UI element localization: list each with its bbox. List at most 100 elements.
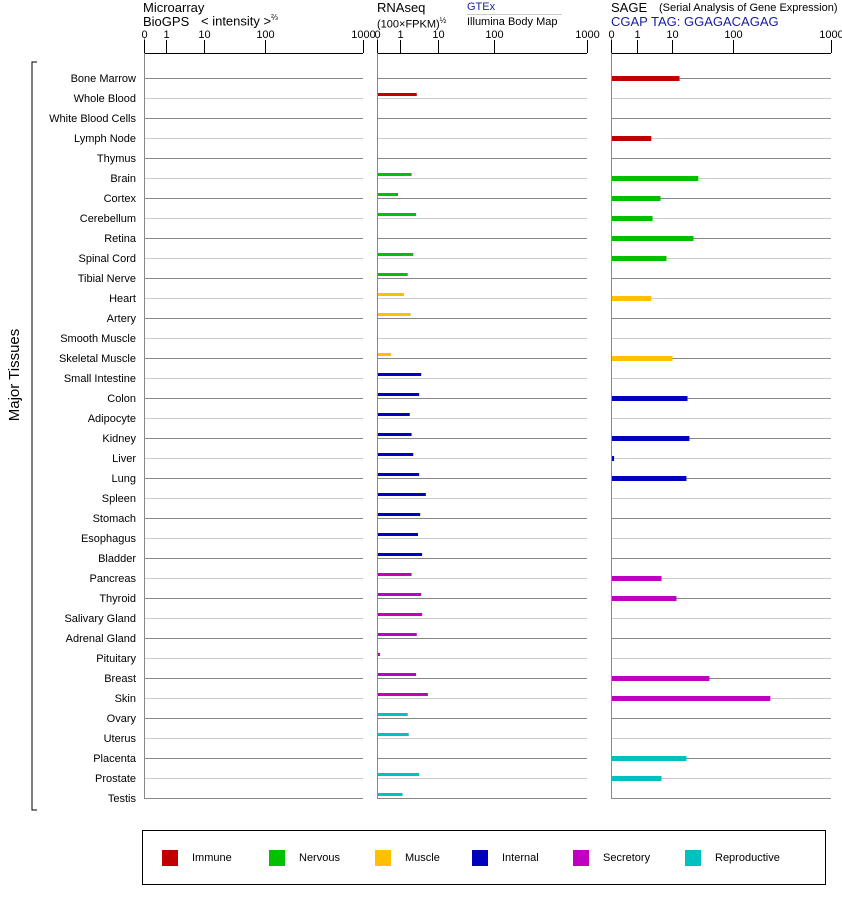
tissues-bracket bbox=[31, 61, 37, 811]
x-tick-label: 1 bbox=[163, 29, 169, 41]
tissue-label: Heart bbox=[109, 293, 136, 305]
x-tick-label: 1000 bbox=[351, 29, 375, 41]
tissue-label: Esophagus bbox=[81, 533, 137, 545]
tissue-label: Small Intestine bbox=[64, 373, 136, 385]
legend-label: Secretory bbox=[603, 852, 651, 864]
bar-sage bbox=[612, 216, 653, 221]
bar-rnaseq bbox=[378, 173, 412, 176]
tissue-label: Artery bbox=[107, 313, 137, 325]
microarray-unit: < intensity >⅔ bbox=[201, 13, 278, 28]
x-tick-label: 1 bbox=[397, 29, 403, 41]
bar-sage bbox=[612, 256, 667, 261]
legend-swatch bbox=[375, 850, 391, 866]
illumina-body-map-link[interactable]: Illumina Body Map bbox=[467, 16, 558, 28]
bar-rnaseq bbox=[378, 453, 414, 456]
legend-swatch bbox=[573, 850, 589, 866]
bar-rnaseq bbox=[378, 433, 412, 436]
tissue-label: Adipocyte bbox=[88, 413, 136, 425]
gtex-link[interactable]: GTEx bbox=[467, 1, 562, 15]
bar-rnaseq bbox=[378, 513, 421, 516]
unit-text: (100×FPKM) bbox=[377, 18, 440, 31]
bar-rnaseq bbox=[378, 293, 405, 296]
bar-rnaseq bbox=[378, 353, 392, 356]
x-tick-label: 100 bbox=[485, 29, 503, 41]
bar-rnaseq bbox=[378, 733, 409, 736]
tissue-label: Lymph Node bbox=[74, 133, 136, 145]
tissue-label: Retina bbox=[104, 233, 137, 245]
legend-item-secretory: Secretory bbox=[573, 850, 650, 866]
bar-rnaseq bbox=[378, 593, 422, 596]
bar-rnaseq bbox=[378, 93, 417, 96]
legend-item-immune: Immune bbox=[162, 850, 232, 866]
bar-rnaseq bbox=[378, 653, 381, 656]
bar-rnaseq bbox=[378, 573, 412, 576]
legend-item-muscle: Muscle bbox=[375, 850, 440, 866]
x-tick-label: 1000 bbox=[819, 29, 842, 41]
legend-label: Muscle bbox=[405, 852, 440, 864]
tissue-label: Thyroid bbox=[99, 593, 136, 605]
sage-subtitle: (Serial Analysis of Gene Expression) bbox=[659, 2, 838, 14]
bar-rnaseq bbox=[378, 313, 411, 316]
legend-item-reproductive: Reproductive bbox=[685, 850, 780, 866]
sage-tag[interactable]: CGAP TAG: GGAGACAGAG bbox=[611, 14, 779, 29]
x-tick-label: 10 bbox=[198, 29, 210, 41]
bar-sage bbox=[612, 476, 687, 481]
tissue-label: Bladder bbox=[98, 553, 136, 565]
rnaseq-title: RNAseq bbox=[377, 0, 426, 15]
tissue-label: White Blood Cells bbox=[49, 113, 136, 125]
bar-rnaseq bbox=[378, 193, 399, 196]
tissue-label: Stomach bbox=[93, 513, 136, 525]
tissue-label: Cortex bbox=[104, 193, 137, 205]
legend-swatch bbox=[269, 850, 285, 866]
bar-rnaseq bbox=[378, 613, 423, 616]
bar-rnaseq bbox=[378, 633, 417, 636]
bar-sage bbox=[612, 236, 694, 241]
bar-rnaseq bbox=[378, 273, 408, 276]
x-tick-label: 10 bbox=[666, 29, 678, 41]
bar-rnaseq bbox=[378, 213, 417, 216]
bar-sage bbox=[612, 396, 688, 401]
tissue-label: Skin bbox=[115, 693, 136, 705]
tissue-label: Testis bbox=[108, 793, 137, 805]
major-tissues-label: Major Tissues bbox=[6, 329, 23, 422]
tissue-label: Pituitary bbox=[96, 653, 136, 665]
rnaseq-unit: (100×FPKM)½ bbox=[377, 16, 446, 31]
x-tick-label: 100 bbox=[256, 29, 274, 41]
tissue-label: Breast bbox=[104, 673, 136, 685]
bar-rnaseq bbox=[378, 673, 417, 676]
bar-rnaseq bbox=[378, 553, 423, 556]
legend-label: Internal bbox=[502, 852, 539, 864]
x-tick-label: 0 bbox=[608, 29, 614, 41]
x-tick-label: 1 bbox=[634, 29, 640, 41]
legend-swatch bbox=[472, 850, 488, 866]
tissue-label: Ovary bbox=[107, 713, 137, 725]
bar-rnaseq bbox=[378, 253, 414, 256]
sage-title: SAGE bbox=[611, 0, 648, 15]
x-tick-label: 0 bbox=[141, 29, 147, 41]
bar-sage bbox=[612, 196, 661, 201]
unit-exponent: ⅔ bbox=[271, 13, 278, 22]
bar-sage bbox=[612, 436, 690, 441]
bar-rnaseq bbox=[378, 373, 422, 376]
bar-sage bbox=[612, 76, 680, 81]
tissue-label: Spleen bbox=[102, 493, 136, 505]
legend-item-nervous: Nervous bbox=[269, 850, 340, 866]
bar-sage bbox=[612, 356, 673, 361]
tissue-label: Whole Blood bbox=[74, 93, 136, 105]
bar-sage bbox=[612, 596, 677, 601]
tissue-label: Uterus bbox=[104, 733, 137, 745]
tissue-label: Colon bbox=[107, 393, 136, 405]
bar-sage bbox=[612, 756, 687, 761]
tissue-label: Spinal Cord bbox=[79, 253, 136, 265]
x-tick-label: 0 bbox=[374, 29, 380, 41]
bar-rnaseq bbox=[378, 693, 428, 696]
tissue-label: Lung bbox=[112, 473, 136, 485]
bar-sage bbox=[612, 176, 699, 181]
bar-sage bbox=[612, 696, 771, 701]
bar-sage bbox=[612, 776, 662, 781]
tissue-label: Skeletal Muscle bbox=[59, 353, 136, 365]
bar-rnaseq bbox=[378, 793, 403, 796]
tissue-label: Prostate bbox=[95, 773, 136, 785]
bar-rnaseq bbox=[378, 713, 408, 716]
